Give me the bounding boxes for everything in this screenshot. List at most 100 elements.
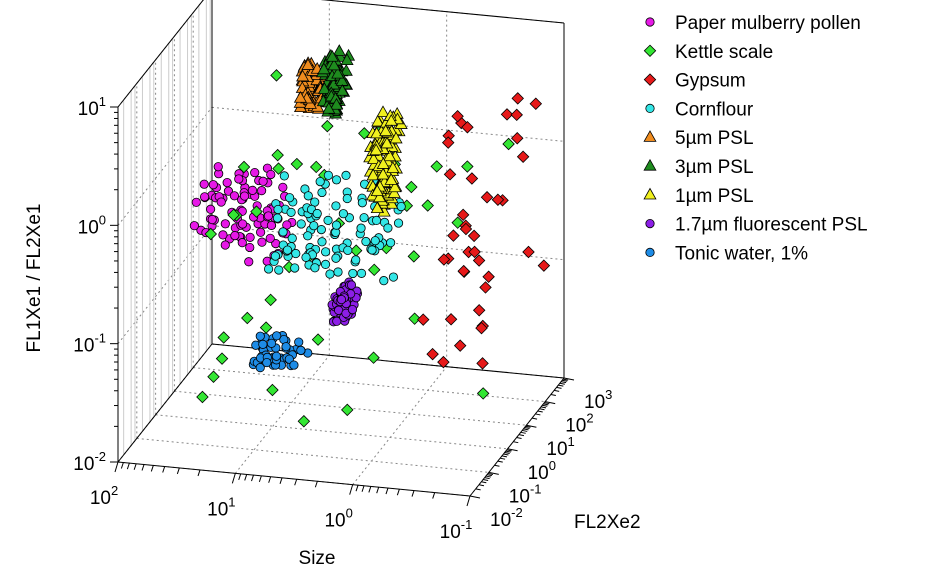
data-point [451, 110, 464, 123]
y-minor-tick [540, 406, 547, 409]
data-point [272, 213, 283, 223]
data-point [215, 352, 229, 365]
data-point [461, 160, 474, 173]
data-point [358, 127, 371, 140]
data-point [189, 221, 199, 231]
legend-marker [645, 219, 655, 229]
data-point [256, 227, 266, 237]
data-point [207, 214, 217, 225]
data-points [189, 44, 551, 428]
data-point [309, 160, 323, 174]
data-point [222, 178, 232, 188]
data-point [286, 207, 296, 217]
data-point [379, 276, 389, 286]
data-point [447, 229, 460, 242]
data-point [331, 253, 341, 263]
box-edge [320, 0, 565, 24]
data-point [407, 250, 421, 263]
data-point [234, 174, 244, 184]
data-point [383, 223, 393, 233]
data-point [191, 197, 201, 207]
legend-marker [643, 158, 657, 171]
data-point [356, 223, 366, 233]
data-point [271, 148, 284, 162]
data-point [230, 231, 240, 241]
data-point [457, 264, 470, 278]
data-point [356, 268, 367, 278]
data-point [376, 105, 390, 118]
z-axis-title: FL1Xe1 / FL2Xe1 [24, 204, 45, 353]
data-point [285, 193, 295, 203]
data-point [371, 114, 385, 127]
x-tick-label: 100 [324, 506, 352, 532]
data-point [321, 247, 331, 257]
data-point [437, 253, 451, 266]
data-point [290, 157, 304, 171]
data-point [370, 236, 380, 246]
data-point [472, 304, 486, 317]
data-point [443, 168, 457, 181]
y-minor-tick [506, 449, 512, 452]
legend-label: 3µm PSL [675, 157, 754, 178]
data-point [255, 331, 265, 341]
data-point [511, 131, 524, 145]
data-point [516, 150, 530, 164]
data-point [250, 205, 263, 218]
x-minor-tick [361, 485, 365, 492]
data-point [237, 238, 247, 248]
grid-line-left-wall [117, 225, 213, 344]
x-tick-label: 102 [90, 483, 118, 509]
series-2 [416, 92, 551, 370]
legend-item: 5µm PSL [643, 128, 754, 149]
data-point [272, 162, 285, 175]
grid-line-floor [155, 414, 508, 450]
data-point [258, 339, 268, 349]
x-minor-tick [197, 469, 201, 477]
data-point [338, 209, 348, 219]
series-3 [263, 170, 406, 286]
data-point [220, 240, 230, 250]
y-minor-tick [478, 484, 485, 487]
y-minor-tick [497, 460, 503, 463]
y-minor-tick [494, 464, 500, 467]
data-point [376, 167, 390, 180]
y-minor-tick [554, 389, 560, 392]
y-minor-tick [531, 417, 538, 420]
legend-label: Paper mulberry pollen [675, 13, 861, 34]
box-edge [117, 0, 204, 108]
data-point [291, 248, 301, 259]
grid-line-left-wall [117, 0, 204, 108]
data-point [316, 225, 326, 235]
legend-label: 1µm PSL [675, 186, 754, 207]
data-point [389, 131, 403, 144]
data-point [270, 69, 283, 82]
z-tick-label: 101 [78, 94, 106, 120]
legend-marker [645, 103, 655, 114]
y-minor-tick [481, 481, 487, 484]
data-point [371, 215, 382, 226]
data-point [325, 269, 335, 279]
data-point [537, 259, 551, 272]
data-point [376, 157, 390, 169]
data-point [266, 383, 279, 397]
series-5 [315, 44, 356, 119]
data-point [482, 270, 495, 283]
data-point [340, 53, 354, 66]
data-point [309, 221, 319, 231]
data-point [408, 312, 421, 325]
data-point [320, 259, 331, 269]
data-point [245, 242, 255, 253]
data-point [323, 170, 333, 180]
data-point [331, 175, 342, 185]
data-point [331, 66, 345, 79]
data-point [480, 191, 494, 204]
data-point [342, 193, 352, 204]
y-axis-line [469, 377, 565, 497]
y-minor-tick [543, 403, 549, 406]
data-point [388, 180, 402, 193]
data-point [238, 219, 248, 229]
data-point [218, 230, 228, 240]
y-minor-tick [559, 382, 565, 385]
data-point [502, 137, 515, 151]
